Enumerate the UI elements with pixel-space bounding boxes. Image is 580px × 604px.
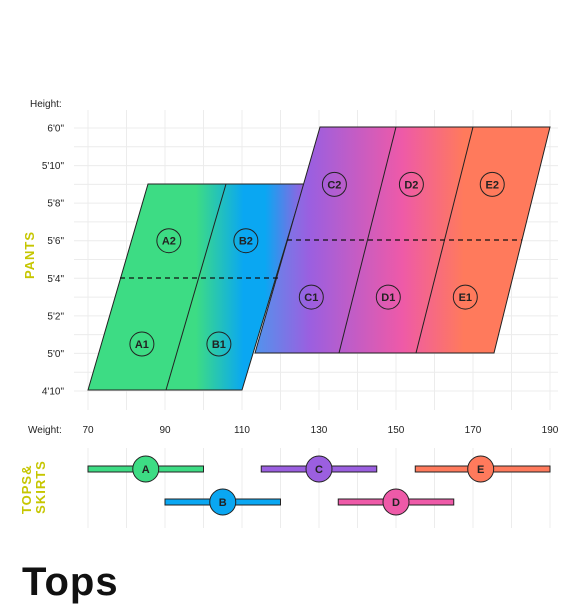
tops-bar-b: B	[164, 488, 281, 516]
height-tick-label: 4'10"	[42, 387, 65, 398]
weight-tick-label: 70	[82, 425, 94, 436]
zone-marker-a1: A1	[129, 331, 155, 357]
zone-marker-d2: D2	[398, 171, 424, 197]
zone-circle	[479, 171, 505, 197]
zone-marker-d1: D1	[375, 284, 401, 310]
zone-circle	[156, 228, 182, 254]
height-tick-label: 5'2"	[47, 311, 64, 322]
tops-bar-d: D	[337, 488, 455, 516]
zone-label: E1	[459, 292, 472, 304]
zone-circle	[375, 284, 401, 310]
height-tick-label: 5'8"	[47, 199, 64, 210]
tops-bar-label: D	[392, 497, 400, 509]
zone-marker-b1: B1	[206, 331, 232, 357]
zone-marker-c1: C1	[298, 284, 324, 310]
tops-bar-label: A	[142, 464, 150, 476]
tops-side-label: TOPS& SKIRTS	[19, 460, 48, 514]
zone-label: B1	[212, 339, 226, 351]
height-axis-title: Height:	[30, 99, 62, 110]
tops-bar-label: B	[219, 497, 227, 509]
zone-circle	[398, 171, 424, 197]
zone-label: C2	[327, 179, 341, 191]
zone-label: A1	[135, 339, 149, 351]
zone-marker-b2: B2	[233, 228, 259, 254]
tops-bar-marker	[467, 455, 495, 483]
height-tick-label: 5'0"	[47, 349, 64, 360]
divider-a-b	[165, 183, 227, 391]
tops-bar-label: E	[477, 464, 484, 476]
weight-tick-label: 170	[465, 425, 482, 436]
height-tick-label: 5'6"	[47, 236, 64, 247]
zone-label: D2	[404, 179, 418, 191]
zone-label: C1	[304, 292, 318, 304]
divider-c-d	[338, 126, 397, 354]
weight-tick-label: 130	[311, 425, 328, 436]
height-tick-label: 5'10"	[42, 161, 65, 172]
height-tick-label: 6'0"	[47, 124, 64, 135]
zone-circle	[298, 284, 324, 310]
zone-circle	[452, 284, 478, 310]
tops-bar-marker	[132, 455, 160, 483]
height-tick-label: 5'4"	[47, 274, 64, 285]
tops-bar-marker	[305, 455, 333, 483]
zone-marker-a2: A2	[156, 228, 182, 254]
weight-tick-label: 90	[159, 425, 171, 436]
zone-circle	[206, 331, 232, 357]
height-ticks: 6'0" 5'10" 5'8" 5'6" 5'4" 5'2" 5'0" 4'10"	[42, 124, 65, 398]
zone-marker-c2: C2	[321, 171, 347, 197]
zone-label: A2	[162, 236, 176, 248]
zone-circle	[321, 171, 347, 197]
tops-bar-marker	[209, 488, 237, 516]
zone-label: B2	[239, 236, 253, 248]
zone-marker-e2: E2	[479, 171, 505, 197]
tops-bar-a: A	[87, 455, 204, 483]
zone-marker-e1: E1	[452, 284, 478, 310]
tops-bar-c: C	[260, 455, 378, 483]
zone-label: E2	[486, 179, 499, 191]
weight-tick-label: 150	[388, 425, 405, 436]
pants-zones: A1 A2 B1 B2 C1 C2 D1 D2 E1 E2	[129, 171, 505, 357]
footer-title: Tops	[22, 560, 119, 604]
tops-side-label-line1: TOPS&	[19, 465, 34, 515]
weight-tick-label: 110	[234, 425, 250, 436]
weight-ticks: 70 90 110 130 150 170 190	[82, 425, 558, 436]
zone-label: D1	[381, 292, 395, 304]
size-chart: Height: 6'0" 5'10" 5'8" 5'6" 5'4" 5'2" 5'0" 4'1…	[19, 99, 559, 528]
tops-side-label-line2: SKIRTS	[33, 460, 48, 514]
zone-circle	[233, 228, 259, 254]
tops-skirts-bars: A B C D E	[87, 455, 551, 516]
pants-side-label: PANTS	[22, 231, 37, 279]
weight-axis-title: Weight:	[28, 425, 62, 436]
tops-bar-label: C	[315, 464, 323, 476]
zone-circle	[129, 331, 155, 357]
tops-bar-e: E	[414, 455, 551, 483]
weight-tick-label: 190	[542, 425, 559, 436]
tops-bar-marker	[382, 488, 410, 516]
